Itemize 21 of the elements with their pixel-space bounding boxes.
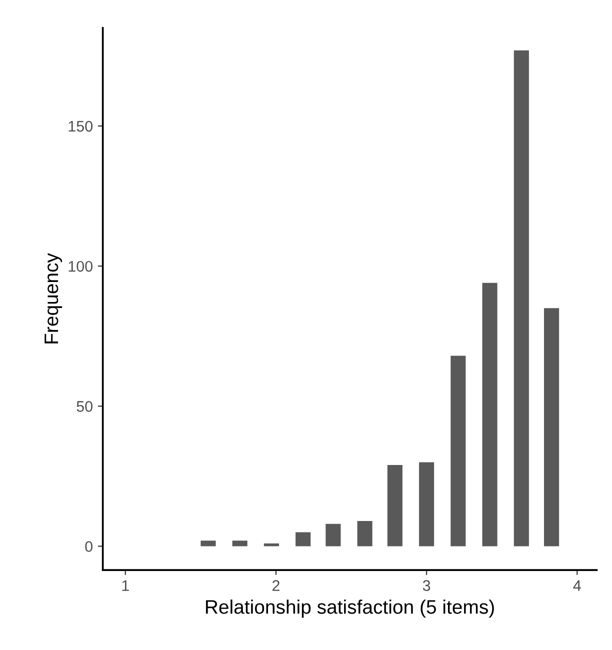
bar	[357, 521, 372, 546]
bar	[200, 540, 216, 546]
x-tick-label: 4	[573, 580, 581, 591]
y-tick-label: 50	[76, 401, 92, 412]
bar	[419, 462, 434, 546]
y-axis-title: Frequency	[44, 253, 62, 344]
x-tick-label: 2	[272, 580, 280, 591]
bar	[387, 464, 402, 546]
y-tick-label: 100	[68, 260, 92, 272]
bar	[544, 308, 560, 546]
bar	[514, 50, 529, 546]
x-tick-label: 3	[422, 580, 430, 591]
bar	[296, 532, 311, 546]
x-axis-title: Relationship satisfaction (5 items)	[206, 600, 494, 618]
bar	[232, 540, 248, 546]
bar	[450, 356, 466, 546]
x-tick-label: 1	[122, 580, 129, 591]
bar	[482, 282, 498, 546]
y-tick-label: 0	[85, 541, 92, 552]
y-tick-label: 150	[68, 120, 92, 132]
bar	[326, 524, 341, 546]
